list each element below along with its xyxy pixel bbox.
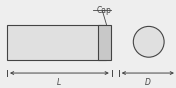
Text: D: D [145,78,151,87]
Bar [7,25,106,60]
Text: Cap: Cap [96,6,111,15]
Bar [98,25,111,60]
Ellipse shape [133,26,164,57]
Text: L: L [57,78,61,87]
